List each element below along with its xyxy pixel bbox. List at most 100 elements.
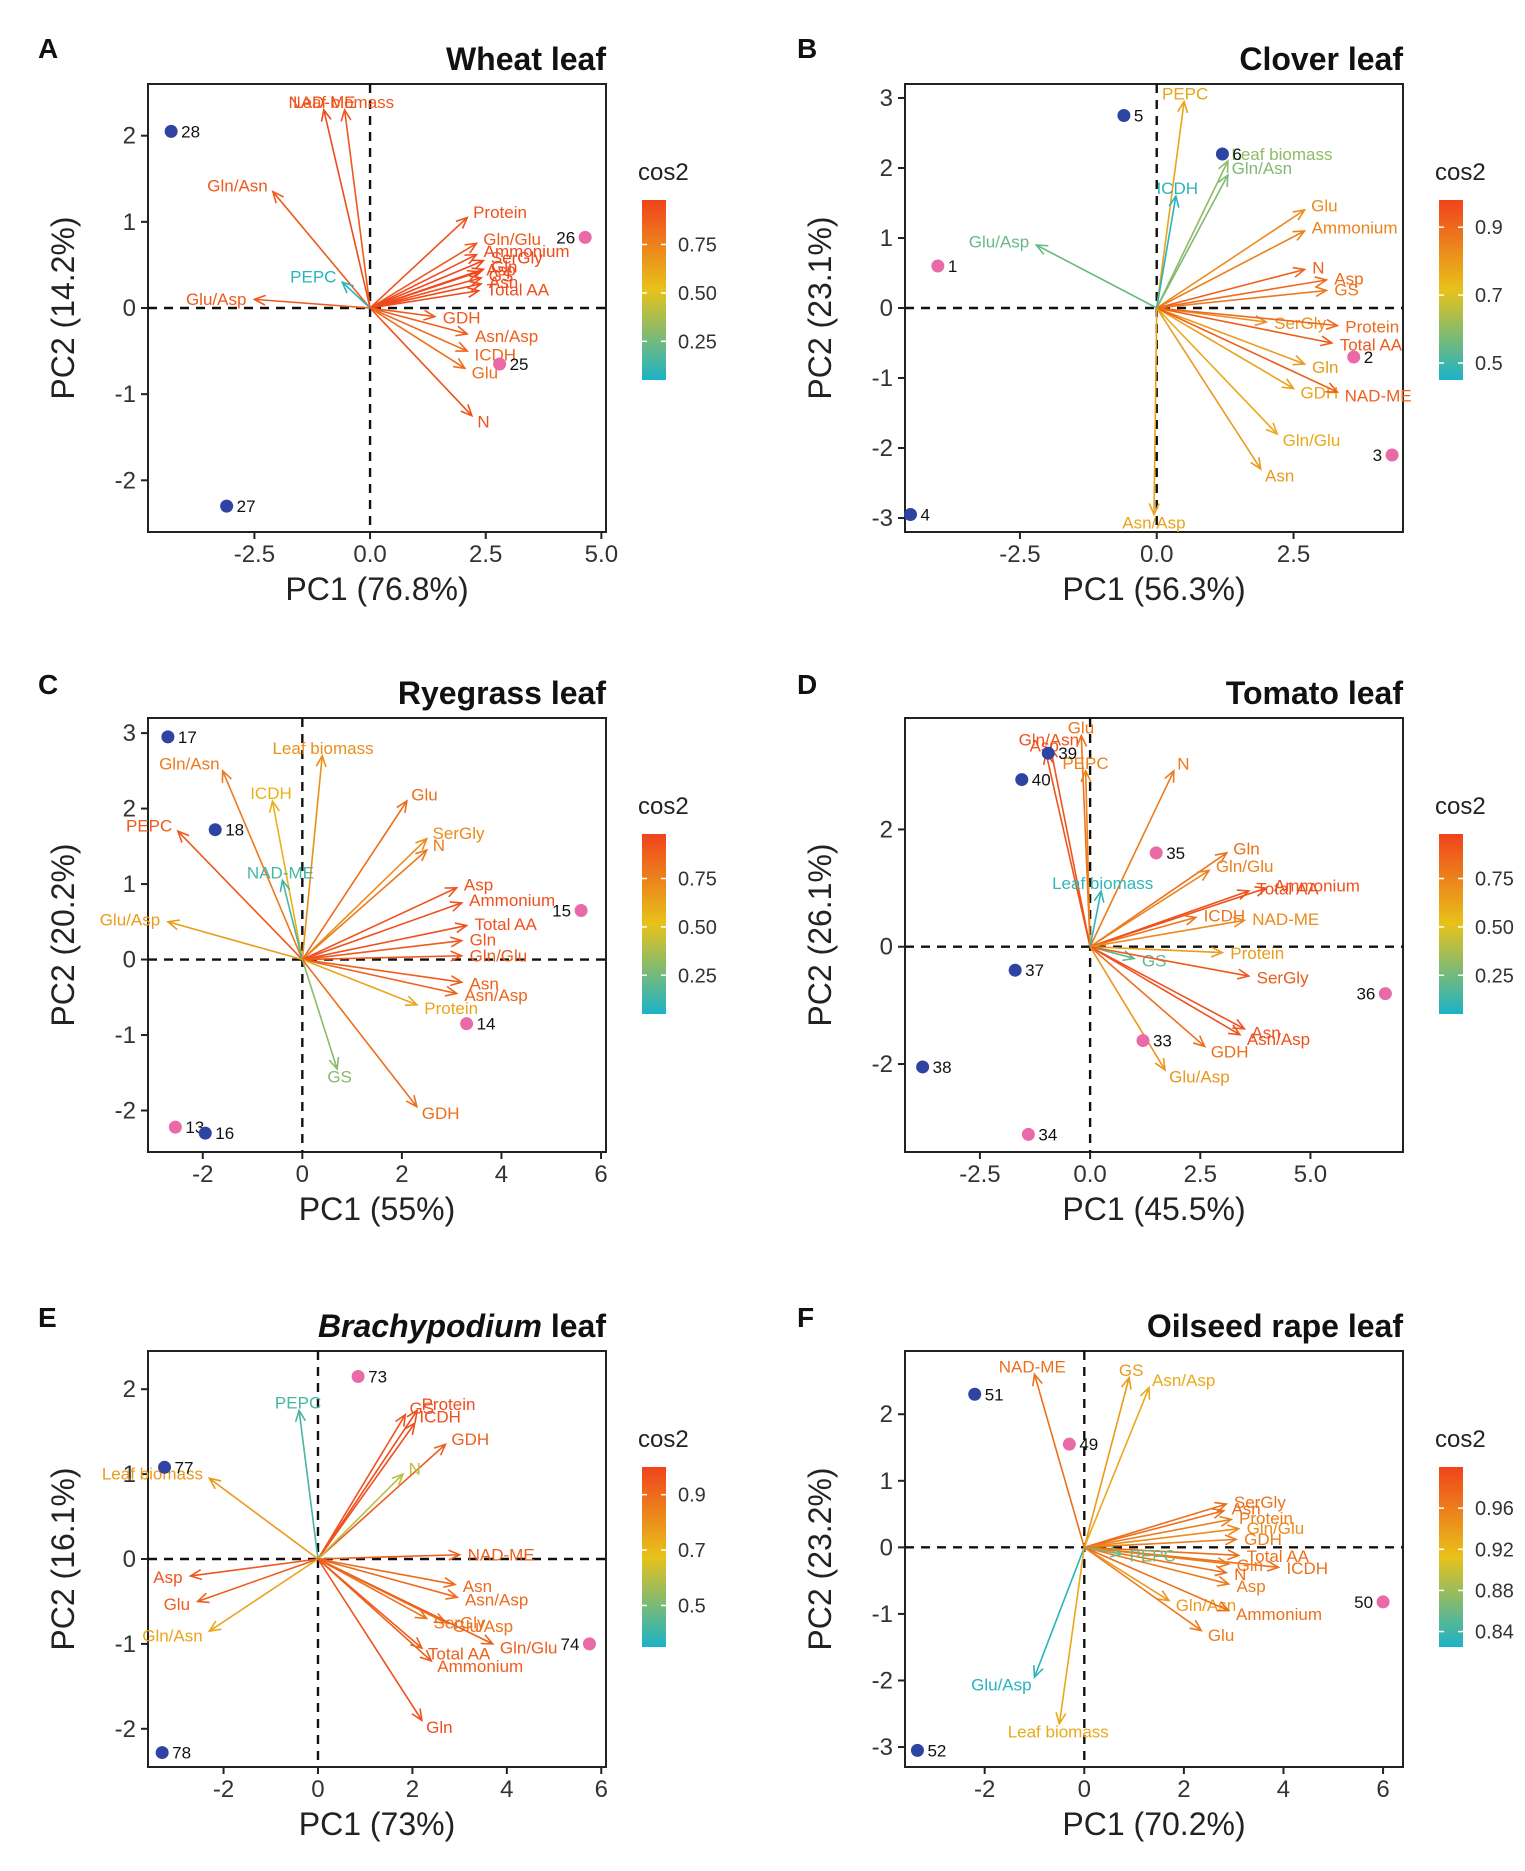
sample-point-34: [1021, 1127, 1035, 1141]
variable-arrow: [301, 959, 418, 1108]
variable-arrowhead: [1093, 889, 1105, 903]
variable-label: Leaf biomass: [102, 1465, 203, 1484]
variable-label: ICDH: [475, 345, 517, 364]
sample-point-36: [1378, 987, 1392, 1001]
variable-asn-asp: Asn/Asp: [1089, 946, 1310, 1049]
variable-arrowhead: [452, 357, 467, 370]
variable-arrowhead: [460, 404, 474, 418]
variable-label: Protein: [422, 1395, 476, 1414]
variable-arrow: [197, 1558, 319, 1603]
variable-arrow: [369, 259, 484, 309]
variable-label: Asn: [1231, 1500, 1260, 1519]
variable-arrowhead: [1177, 99, 1189, 114]
variable-glu: Glu: [1156, 197, 1338, 309]
variable-arrow: [323, 109, 371, 309]
variable-n: N: [301, 836, 445, 961]
variable-arrow: [317, 1443, 446, 1560]
variable-arrow: [1083, 1377, 1130, 1548]
variable-glu: Glu: [164, 1558, 319, 1614]
variable-label: N: [1234, 1565, 1246, 1584]
variable-label: NAD-ME: [247, 864, 314, 883]
variable-arrowhead: [404, 995, 419, 1007]
variable-arrowhead: [1250, 457, 1262, 471]
variable-arrowhead: [1139, 1385, 1151, 1400]
variable-asn: Asn: [369, 273, 518, 309]
variable-label: Gln/Asn: [1019, 730, 1079, 749]
x-tick-label: 0.0: [1073, 1161, 1106, 1188]
colorbar-tick-label: 0.50: [1475, 917, 1514, 939]
variable-arrow: [343, 109, 371, 309]
sample-point-49: [1062, 1437, 1076, 1451]
y-axis-label: PC2 (14.2%): [45, 216, 81, 399]
variable-label: Protein: [1230, 944, 1284, 963]
variable-gln: Gln: [302, 931, 496, 961]
variable-icdh: ICDH: [369, 307, 517, 364]
variable-leaf-biomass: Leaf biomass: [293, 93, 394, 309]
sample-point-52: [910, 1743, 924, 1757]
variable-arrowhead: [166, 919, 180, 931]
variable-arrowhead: [1197, 869, 1211, 881]
x-axis-label: PC1 (45.5%): [1062, 1191, 1245, 1227]
y-tick-label: 0: [880, 295, 893, 322]
variable-label: ICDH: [1286, 1559, 1328, 1578]
panel-e: E Brachypodium leaf -2 0 2 4 6 -2 -1 0 1 2 PC1 (73%)…: [38, 1302, 706, 1842]
variable-label: Gln/Asn: [159, 754, 219, 773]
variable-label: Glu/Asp: [186, 290, 246, 309]
variable-arrowhead: [1183, 914, 1198, 926]
colorbar-tick-label: 0.84: [1475, 1622, 1514, 1644]
variable-arrow: [317, 1558, 423, 1721]
x-tick-label: 0: [311, 1776, 324, 1803]
variable-arrow: [1089, 916, 1197, 948]
variable-leaf-biomass: Leaf biomass: [272, 739, 374, 960]
variable-gln-glu: Gln/Glu: [302, 947, 527, 966]
variable-gdh: GDH: [369, 307, 481, 328]
variable-arrow: [1089, 919, 1245, 948]
variable-arrow: [317, 1558, 432, 1662]
variable-label: GS: [1119, 1361, 1144, 1380]
variable-arrowhead: [1219, 1515, 1234, 1527]
y-axis-label: PC2 (26.1%): [802, 843, 838, 1026]
variable-label: PEPC: [290, 268, 336, 287]
variable-label: Glu/Asp: [1169, 1068, 1229, 1087]
panel-letter: C: [38, 669, 58, 700]
variable-label: Ammonium: [469, 891, 555, 910]
variable-arrowhead: [1214, 1565, 1229, 1577]
variable-label: ICDH: [1204, 906, 1246, 925]
variable-gln-glu: Gln/Glu: [1156, 307, 1340, 450]
y-tick-label: -2: [872, 1667, 893, 1694]
variable-label: Glu: [411, 785, 437, 804]
variable-arrowhead: [1216, 1601, 1231, 1612]
variable-arrowhead: [1227, 1549, 1241, 1561]
variable-arrowhead: [471, 267, 486, 278]
sample-label: 35: [1166, 844, 1185, 863]
variable-arrow: [1156, 230, 1305, 309]
variable-asp: Asp: [153, 1558, 319, 1587]
variable-label: Ammonium: [484, 242, 570, 261]
sample-point-25: [493, 357, 507, 371]
y-tick-label: 2: [123, 123, 136, 150]
variable-label: Gln: [1237, 1556, 1263, 1575]
x-tick-label: -2.5: [999, 541, 1040, 568]
variable-label: NAD-ME: [288, 93, 355, 112]
variable-arrow: [369, 283, 482, 309]
sample-point-5: [1117, 109, 1131, 122]
variable-arrowhead: [1292, 354, 1307, 366]
variable-arrow: [369, 277, 482, 309]
variable-label: Asn/Asp: [465, 1590, 528, 1609]
panel-title: Clover leaf: [1239, 41, 1403, 77]
variable-sergly: SerGly: [1084, 1493, 1286, 1549]
variable-label: NAD-ME: [1252, 910, 1319, 929]
colorbar-tick-label: 0.9: [678, 1485, 706, 1507]
variable-arrowhead: [1055, 1711, 1067, 1726]
variable-arrow: [1084, 1546, 1122, 1555]
colorbar-gradient: [1439, 834, 1463, 1014]
y-tick-label: 0: [123, 295, 136, 322]
variable-arrowhead: [455, 341, 470, 352]
colorbar-tick-label: 0.25: [678, 965, 717, 987]
variable-label: Gln/Glu: [1247, 1519, 1305, 1538]
variable-label: GDH: [1244, 1530, 1282, 1549]
sample-label: 52: [927, 1741, 946, 1760]
colorbar-gradient: [642, 834, 666, 1014]
variable-label: Asn: [1251, 1024, 1280, 1043]
colorbar-tick-label: 0.75: [1475, 869, 1514, 891]
